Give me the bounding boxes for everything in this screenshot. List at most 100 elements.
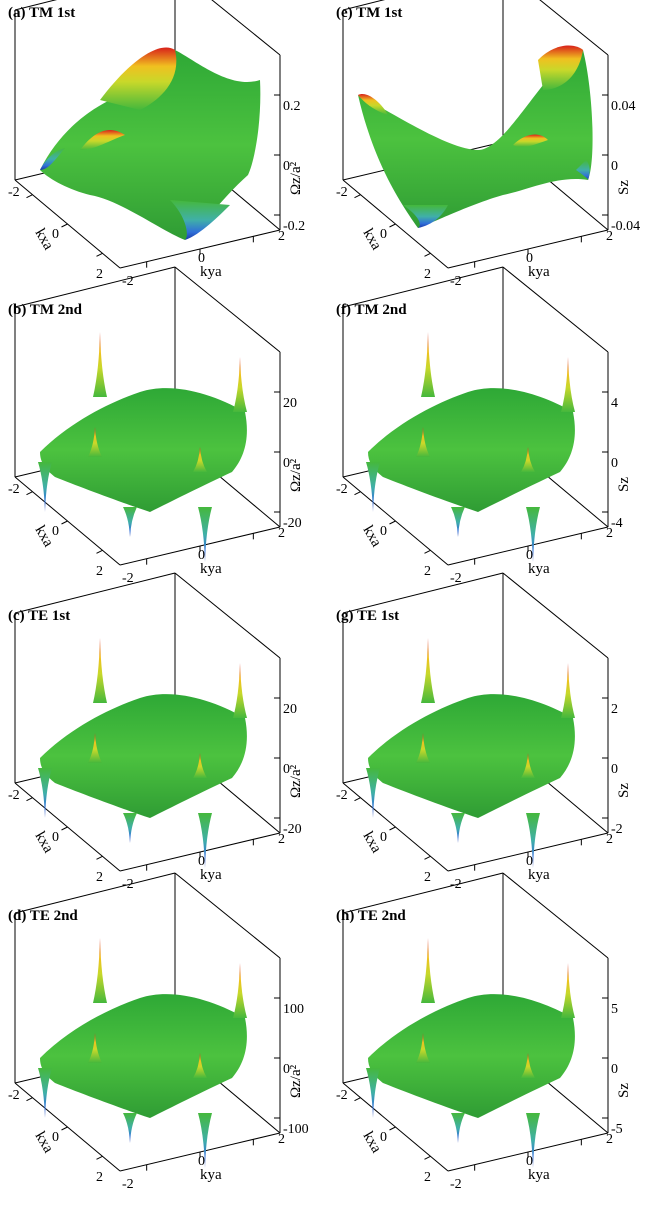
kx-tick-label: 2	[424, 564, 431, 579]
kx-tick-label: -2	[8, 185, 20, 200]
ky-tick-label: 2	[606, 1132, 613, 1147]
kx-tick-label: 0	[380, 1130, 387, 1145]
kx-tick-mark	[26, 491, 33, 496]
z-tick-label: 4	[611, 396, 618, 411]
kx-tick-mark	[424, 252, 431, 257]
ky-tick-label: 0	[198, 854, 205, 869]
panel-title: (g) TE 1st	[336, 608, 399, 624]
surface-sheet	[358, 50, 593, 228]
ky-tick-label: 0	[526, 548, 533, 563]
surface-valley	[576, 160, 590, 180]
y-axis-label: kya	[528, 561, 550, 577]
panel-title: (d) TE 2nd	[8, 908, 78, 924]
surface-spike-down	[38, 462, 52, 512]
panel-title: (e) TM 1st	[336, 5, 402, 21]
surface	[38, 638, 247, 868]
ky-tick-label: -2	[450, 274, 462, 289]
surface-spike-up	[93, 332, 107, 397]
ky-tick-label: 2	[606, 229, 613, 244]
ky-tick-label: 2	[278, 526, 285, 541]
kx-tick-label: 2	[424, 1170, 431, 1185]
box-edge	[174, 572, 281, 659]
surface-spike-down	[526, 813, 540, 868]
z-tick-label: -0.2	[283, 219, 305, 234]
surface-peak	[358, 94, 388, 115]
surface-spike-up	[93, 638, 107, 703]
z-tick-label: -100	[283, 1122, 309, 1137]
kx-tick-label: 2	[424, 870, 431, 885]
ky-tick-label: -2	[122, 274, 134, 289]
kx-tick-mark	[26, 797, 33, 802]
panel-title: (c) TE 1st	[8, 608, 70, 624]
kx-tick-mark	[389, 826, 396, 831]
box-edge	[211, 0, 281, 56]
box-edge	[502, 266, 609, 353]
kx-tick-label: 0	[380, 227, 387, 242]
surface-valley	[170, 200, 230, 240]
z-tick-label: 0	[611, 1062, 618, 1077]
surface	[366, 638, 575, 868]
kx-tick-label: -2	[8, 1088, 20, 1103]
kx-tick-mark	[389, 520, 396, 525]
ky-tick-label: 0	[526, 1154, 533, 1169]
surface-spike-up	[193, 753, 207, 778]
z-tick-label: -5	[611, 1122, 623, 1137]
ky-tick-label: -2	[450, 1177, 462, 1192]
kx-tick-label: -2	[336, 1088, 348, 1103]
z-axis-label: Ωz/a²	[288, 161, 304, 195]
z-tick-label: 0.2	[283, 99, 301, 114]
kx-tick-label: 2	[96, 1170, 103, 1185]
surface-spike-up	[421, 332, 435, 397]
kx-tick-label: -2	[336, 185, 348, 200]
surface-spike-down	[526, 1113, 540, 1168]
panel-title: (b) TM 2nd	[8, 302, 83, 318]
z-tick-label: 0	[611, 456, 618, 471]
surface-spike-down	[526, 507, 540, 562]
kx-tick-label: 0	[380, 830, 387, 845]
surface	[38, 938, 247, 1168]
box-edge	[14, 572, 176, 614]
z-tick-label: 0	[283, 159, 290, 174]
surface	[366, 332, 575, 562]
surface-sheet	[368, 994, 575, 1118]
surface-spike-up	[88, 427, 102, 457]
surface-sheet	[40, 50, 261, 240]
kx-tick-label: -2	[336, 788, 348, 803]
surface-spike-up	[421, 938, 435, 1003]
ky-tick-label: 2	[278, 229, 285, 244]
surface-spike-up	[233, 963, 247, 1018]
surface-spike-down	[198, 813, 212, 868]
ky-tick-label: 0	[526, 251, 533, 266]
box-edge	[502, 872, 609, 959]
surface-spike-up	[193, 1053, 207, 1078]
kx-tick-mark	[61, 1126, 68, 1131]
axis-box	[14, 872, 281, 1172]
kx-tick-mark	[424, 1155, 431, 1160]
surface-spike-up	[233, 357, 247, 412]
surface-sheet	[40, 388, 247, 512]
kx-tick-mark	[61, 826, 68, 831]
box-edge	[502, 572, 609, 659]
surface-spike-up	[561, 357, 575, 412]
surface-peak	[513, 134, 548, 148]
surface-spike-up	[93, 938, 107, 1003]
ky-tick-label: -2	[122, 571, 134, 586]
z-tick-label: 0	[611, 762, 618, 777]
z-tick-label: 20	[283, 702, 297, 717]
surface-spike-up	[521, 1053, 535, 1078]
surface-spike-down	[366, 1068, 380, 1118]
kx-tick-mark	[61, 223, 68, 228]
kx-tick-mark	[389, 223, 396, 228]
surface-spike-up	[88, 733, 102, 763]
surface-spike-up	[416, 427, 430, 457]
y-axis-label: kya	[528, 264, 550, 280]
kx-tick-mark	[354, 491, 361, 496]
surface-spike-up	[193, 447, 207, 472]
z-tick-label: 0.04	[611, 99, 636, 114]
surface-valley	[403, 205, 448, 228]
